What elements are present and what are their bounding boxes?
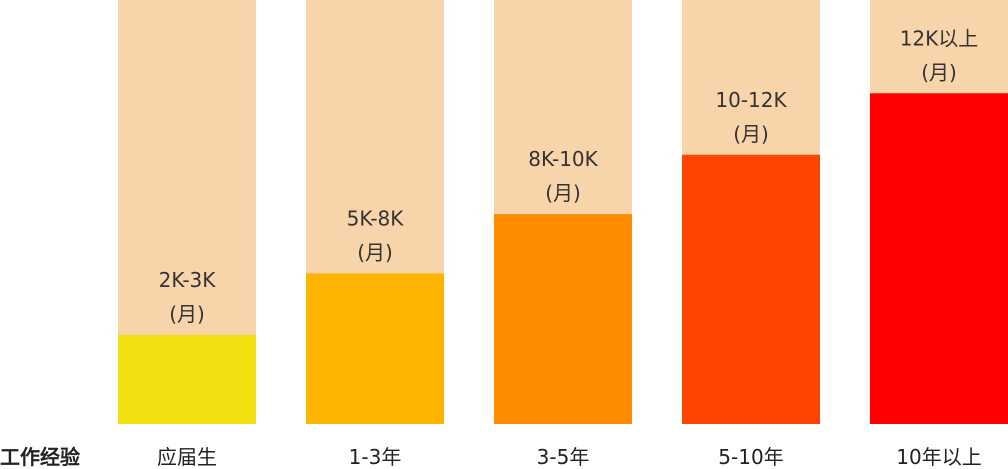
salary-unit-label: (月) xyxy=(169,302,205,326)
category-label: 5-10年 xyxy=(718,445,783,469)
salary-unit-label: (月) xyxy=(733,122,769,146)
salary-unit-label: (月) xyxy=(545,181,581,205)
salary-unit-label: (月) xyxy=(921,60,957,84)
salary-range-label: 8K-10K xyxy=(528,147,598,171)
salary-range-label: 10-12K xyxy=(715,88,787,112)
salary-range-label: 2K-3K xyxy=(159,268,217,292)
salary-bar-2 xyxy=(306,273,444,424)
category-label: 10年以上 xyxy=(896,445,981,469)
category-label: 1-3年 xyxy=(349,445,402,469)
salary-range-label: 5K-8K xyxy=(347,206,405,230)
salary-unit-label: (月) xyxy=(357,240,393,264)
salary-bar-4 xyxy=(682,154,820,424)
salary-bar-3 xyxy=(494,214,632,424)
salary-bar-5 xyxy=(870,93,1008,424)
category-label: 3-5年 xyxy=(537,445,590,469)
x-axis-title: 工作经验 xyxy=(0,445,80,469)
category-label: 应届生 xyxy=(157,445,217,469)
salary-bar-1 xyxy=(118,334,256,424)
salary-range-label: 12K以上 xyxy=(900,26,979,50)
